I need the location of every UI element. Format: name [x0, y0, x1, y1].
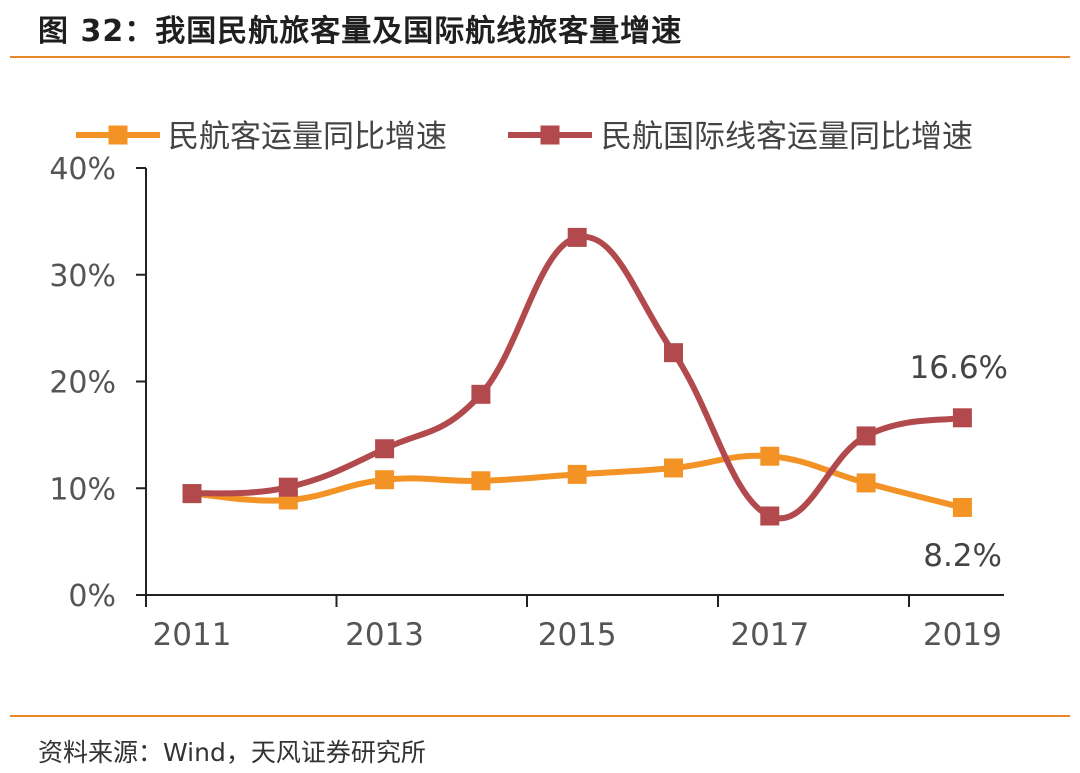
data-point-series-1	[664, 458, 683, 478]
y-tick-label: 30%	[49, 259, 116, 294]
data-point-series-1	[856, 473, 876, 493]
annotation-domestic-2019: 8.2%	[923, 538, 1002, 574]
title-rule	[10, 56, 1070, 58]
legend-marker-1	[108, 125, 128, 145]
data-point-series-2	[375, 439, 395, 459]
data-point-series-1	[567, 464, 587, 484]
data-point-series-2	[471, 384, 491, 404]
legend-label-1: 民航客运量同比增速	[168, 119, 447, 155]
x-tick-label: 2015	[538, 617, 617, 653]
data-point-series-1	[760, 446, 780, 466]
data-point-series-2	[664, 343, 683, 363]
source-rule	[10, 715, 1070, 717]
data-point-series-2	[278, 477, 298, 497]
legend-label-2: 民航国际线客运量同比增速	[601, 119, 973, 155]
y-tick-label: 10%	[49, 472, 116, 507]
data-point-series-2	[952, 408, 972, 428]
x-tick-label: 2019	[923, 617, 1002, 653]
x-tick-label: 2011	[153, 617, 232, 653]
data-point-series-2	[567, 227, 587, 247]
legend: 民航客运量同比增速 民航国际线客运量同比增速	[76, 119, 973, 155]
data-point-series-2	[760, 506, 780, 526]
series-markers	[182, 227, 972, 526]
data-point-series-1	[952, 497, 972, 517]
annotation-international-2019: 16.6%	[910, 350, 1008, 386]
axes: 0% 10% 20% 30% 40% 2011 2013 2015 2017 2019	[49, 152, 1004, 653]
data-point-series-2	[856, 426, 876, 446]
annotations: 16.6% 8.2%	[910, 350, 1008, 574]
data-point-series-1	[471, 471, 491, 491]
data-point-series-2	[182, 484, 202, 504]
legend-marker-2	[540, 125, 560, 145]
series-line-2	[191, 233, 963, 522]
y-tick-label: 40%	[49, 152, 116, 187]
y-tick-label: 0%	[68, 579, 116, 614]
figure-title: 图 32：我国民航旅客量及国际航线旅客量增速	[38, 14, 683, 49]
data-point-series-1	[375, 470, 395, 490]
y-tick-label: 20%	[49, 366, 116, 401]
x-tick-label: 2013	[345, 617, 424, 653]
source-note: 资料来源：Wind，天风证券研究所	[38, 738, 426, 767]
x-tick-label: 2017	[730, 617, 809, 653]
